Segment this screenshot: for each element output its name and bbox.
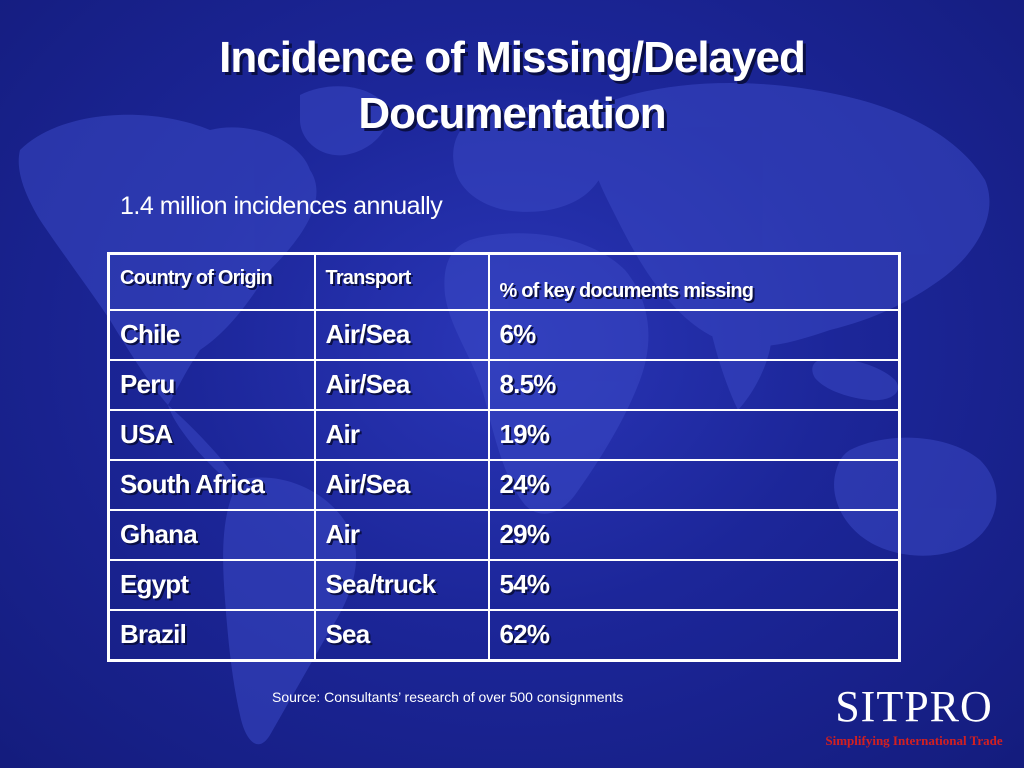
documentation-table: Country of Origin Transport % of key doc… — [107, 252, 901, 662]
cell-transport: Air/Sea — [313, 308, 490, 361]
table-row: Egypt Sea/truck 54% — [107, 558, 901, 611]
header-country-of-origin: Country of Origin — [107, 252, 316, 311]
header-percent-missing: % of key documents missing — [487, 252, 901, 311]
cell-country: Peru — [107, 358, 316, 411]
brand-tagline: Simplifying International Trade — [825, 733, 1003, 748]
table-row: Peru Air/Sea 8.5% — [107, 358, 901, 411]
table-row: Chile Air/Sea 6% — [107, 308, 901, 361]
cell-transport: Air/Sea — [313, 458, 490, 511]
cell-percent: 62% — [487, 608, 901, 661]
title-line-1: Incidence of Missing/Delayed — [219, 33, 806, 82]
cell-transport: Air — [313, 408, 490, 461]
cell-percent: 8.5% — [487, 358, 901, 411]
header-transport: Transport — [313, 252, 490, 311]
sitpro-logo: SITPRO Simplifying International Trade — [812, 683, 1016, 749]
table-header-row: Country of Origin Transport % of key doc… — [107, 252, 901, 311]
cell-percent: 6% — [487, 308, 901, 361]
brand-name: SITPRO — [835, 682, 993, 731]
greenland-shape — [300, 86, 388, 156]
cell-percent: 54% — [487, 558, 901, 611]
cell-transport: Air — [313, 508, 490, 561]
table-row: USA Air 19% — [107, 408, 901, 461]
slide-title: Incidence of Missing/Delayed Documentati… — [0, 30, 1024, 142]
cell-transport: Sea — [313, 608, 490, 661]
cell-transport: Air/Sea — [313, 358, 490, 411]
slide-subtitle: 1.4 million incidences annually — [120, 192, 443, 220]
table-row: Brazil Sea 62% — [107, 608, 901, 661]
cell-transport: Sea/truck — [313, 558, 490, 611]
source-note: Source: Consultants’ research of over 50… — [272, 689, 624, 705]
europe-shape — [453, 107, 607, 212]
cell-country: Ghana — [107, 508, 316, 561]
table-row: South Africa Air/Sea 24% — [107, 458, 901, 511]
cell-country: South Africa — [107, 458, 316, 511]
cell-percent: 19% — [487, 408, 901, 461]
title-line-2: Documentation — [358, 89, 666, 138]
cell-country: Chile — [107, 308, 316, 361]
cell-percent: 29% — [487, 508, 901, 561]
table-row: Ghana Air 29% — [107, 508, 901, 561]
cell-country: USA — [107, 408, 316, 461]
cell-percent: 24% — [487, 458, 901, 511]
cell-country: Brazil — [107, 608, 316, 661]
cell-country: Egypt — [107, 558, 316, 611]
